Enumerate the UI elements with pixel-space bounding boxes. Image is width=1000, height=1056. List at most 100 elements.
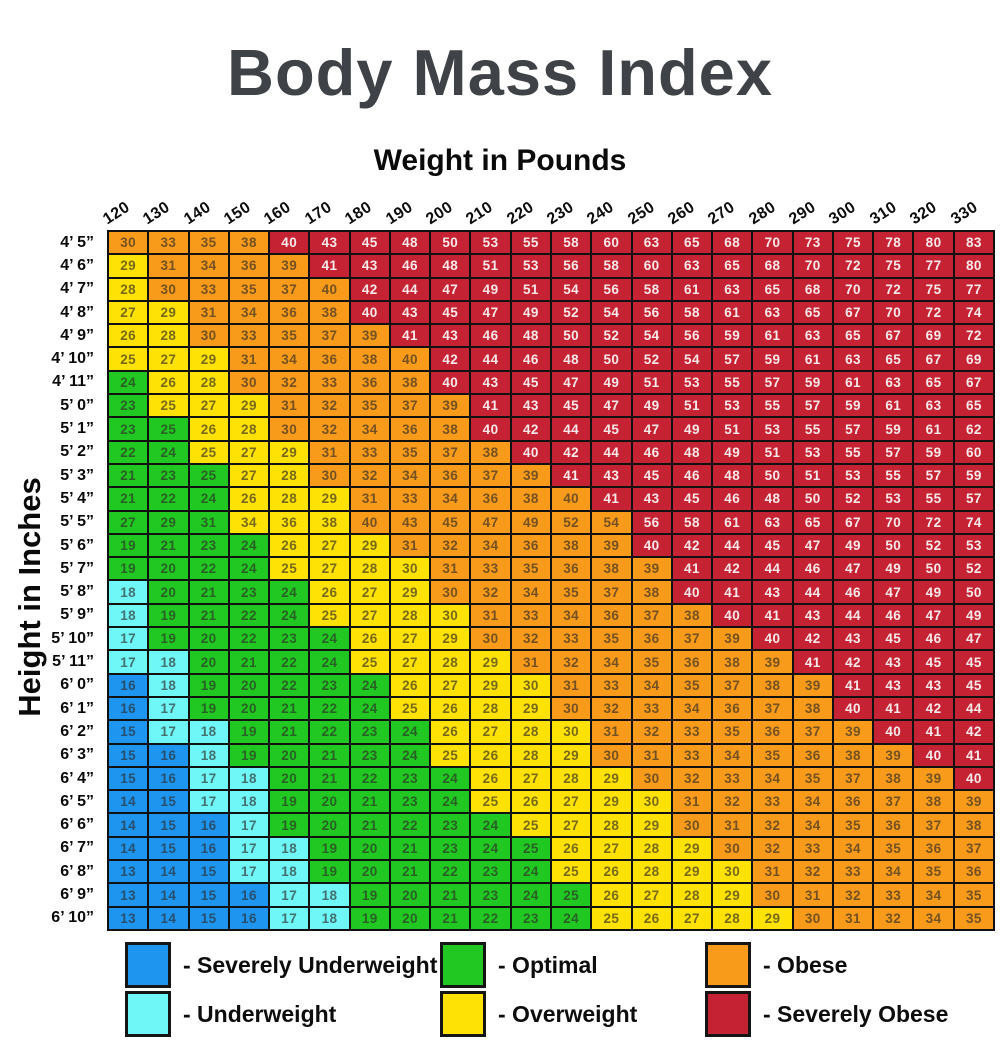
- bmi-cell: 22: [310, 721, 349, 743]
- bmi-cell: 40: [552, 488, 591, 510]
- bmi-cell: 74: [954, 511, 993, 533]
- row-label: 5’ 8”: [60, 583, 94, 601]
- bmi-cell: 50: [431, 232, 470, 254]
- bmi-cell: 34: [793, 814, 832, 836]
- legend-label: - Overweight: [498, 1000, 638, 1027]
- bmi-cell: 28: [390, 604, 430, 627]
- bmi-cell: 36: [954, 861, 993, 883]
- bmi-cell: 36: [833, 791, 873, 813]
- bmi-cell: 29: [511, 697, 550, 720]
- bmi-cell: 26: [552, 837, 591, 860]
- bmi-cell: 60: [592, 232, 631, 254]
- bmi-cell: 54: [632, 325, 671, 347]
- bmi-cell: 47: [833, 558, 873, 580]
- page-title: Body Mass Index: [227, 36, 773, 109]
- bmi-cell: 61: [753, 325, 792, 347]
- legend-item-underweight: - Underweight: [125, 991, 336, 1037]
- bmi-cell: 38: [431, 418, 470, 440]
- column-header: 250: [624, 198, 658, 229]
- bmi-cell: 23: [109, 395, 148, 417]
- legend-label: - Severely Obese: [763, 1000, 949, 1027]
- bmi-cell: 17: [189, 767, 228, 790]
- bmi-cell: 43: [310, 232, 349, 254]
- legend-item-obese: - Obese: [705, 942, 847, 988]
- bmi-cell: 21: [109, 488, 148, 510]
- bmi-cell: 39: [753, 651, 792, 673]
- bmi-cell: 35: [189, 232, 228, 254]
- bmi-cell: 18: [229, 767, 269, 790]
- bmi-cell: 29: [672, 837, 712, 860]
- bmi-cell: 39: [431, 395, 470, 417]
- bmi-cell: 55: [874, 464, 913, 487]
- bmi-cell: 24: [350, 674, 389, 696]
- bmi-cell: 27: [511, 767, 550, 790]
- bmi-cell: 24: [229, 534, 269, 557]
- bmi-cell: 34: [350, 418, 389, 440]
- bmi-cell: 42: [793, 628, 832, 650]
- bmi-cell: 37: [431, 441, 470, 463]
- bmi-cell: 65: [672, 232, 712, 254]
- bmi-cell: 53: [672, 371, 712, 394]
- bmi-cell: 43: [874, 651, 913, 673]
- bmi-cell: 30: [270, 418, 309, 440]
- bmi-cell: 28: [552, 767, 591, 790]
- bmi-cell: 38: [511, 488, 550, 510]
- bmi-cell: 45: [632, 464, 671, 487]
- bmi-cell: 44: [753, 558, 792, 580]
- bmi-cell: 26: [471, 744, 510, 766]
- bmi-cell: 40: [310, 278, 349, 300]
- bmi-cell: 15: [109, 767, 148, 790]
- bmi-cell: 50: [954, 581, 993, 603]
- column-header: 130: [140, 198, 174, 229]
- bmi-cell: 50: [793, 488, 832, 510]
- bmi-cell: 29: [431, 628, 470, 650]
- bmi-cell: 38: [713, 651, 752, 673]
- bmi-cell: 35: [874, 837, 913, 860]
- bmi-cell: 17: [229, 837, 269, 860]
- bmi-cell: 42: [431, 348, 470, 370]
- column-header: 180: [342, 198, 376, 229]
- bmi-cell: 28: [632, 837, 671, 860]
- bmi-cell: 23: [431, 814, 470, 836]
- bmi-cell: 69: [954, 348, 993, 370]
- bmi-cell: 37: [310, 325, 349, 347]
- bmi-cell: 35: [632, 651, 671, 673]
- bmi-cell: 37: [753, 697, 792, 720]
- bmi-cell: 36: [713, 697, 752, 720]
- bmi-cell: 32: [471, 581, 510, 603]
- bmi-cell: 39: [713, 628, 752, 650]
- bmi-cell: 32: [833, 884, 873, 906]
- bmi-cell: 40: [471, 418, 510, 440]
- bmi-cell: 20: [149, 581, 188, 603]
- bmi-cell: 25: [109, 348, 148, 370]
- bmi-cell: 35: [753, 744, 792, 766]
- bmi-cell: 48: [431, 255, 470, 277]
- bmi-cell: 20: [350, 861, 389, 883]
- bmi-cell: 29: [310, 488, 349, 510]
- bmi-cell: 37: [270, 278, 309, 300]
- bmi-cell: 28: [431, 651, 470, 673]
- bmi-cell: 30: [431, 581, 470, 603]
- bmi-cell: 23: [350, 721, 389, 743]
- legend-swatch-underweight: [125, 991, 171, 1037]
- bmi-cell: 23: [270, 628, 309, 650]
- bmi-cell: 45: [874, 628, 913, 650]
- bmi-cell: 69: [914, 325, 953, 347]
- bmi-cell: 54: [592, 301, 631, 324]
- bmi-cell: 67: [833, 301, 873, 324]
- bmi-cell: 35: [914, 861, 953, 883]
- bmi-cell: 32: [753, 814, 792, 836]
- bmi-cell: 39: [954, 791, 993, 813]
- bmi-cell: 36: [592, 604, 631, 627]
- bmi-cell: 34: [229, 511, 269, 533]
- bmi-cell: 27: [672, 907, 712, 929]
- bmi-cell: 26: [109, 325, 148, 347]
- bmi-cell: 43: [592, 464, 631, 487]
- bmi-cell: 44: [713, 534, 752, 557]
- legend-label: - Optimal: [498, 951, 598, 978]
- bmi-cell: 31: [149, 255, 188, 277]
- row-label: 5’ 4”: [60, 489, 94, 507]
- bmi-cell: 33: [793, 837, 832, 860]
- bmi-cell: 30: [149, 278, 188, 300]
- bmi-cell: 29: [471, 674, 510, 696]
